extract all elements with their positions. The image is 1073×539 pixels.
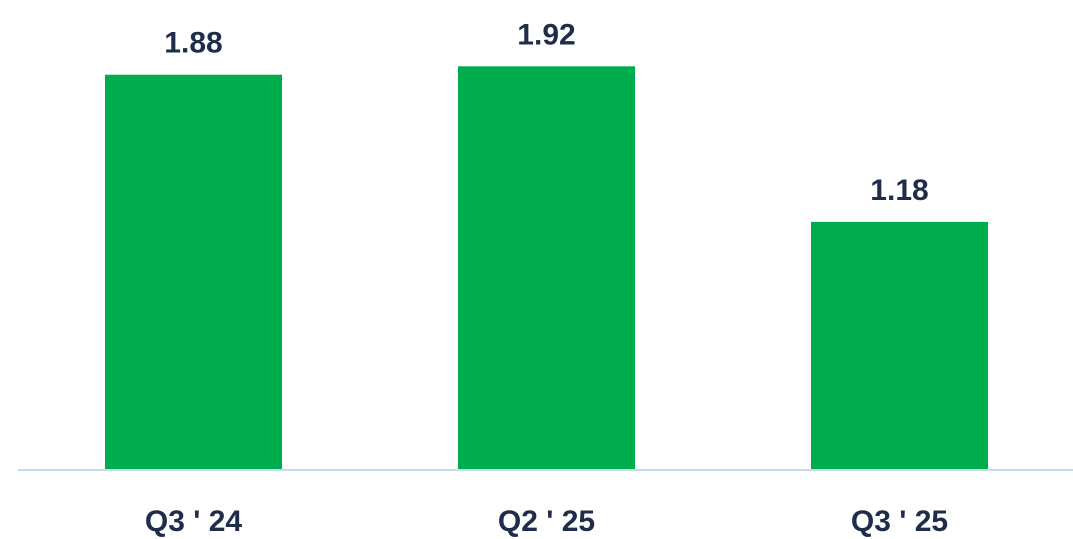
bars-group — [105, 66, 988, 471]
bar-value-label-1: 1.88 — [164, 27, 222, 60]
value-labels-group: 1.88 1.92 1.18 — [164, 18, 928, 207]
x-tick-label-2: Q2 ' 25 — [498, 505, 595, 538]
x-tick-label-1: Q3 ' 24 — [145, 505, 243, 538]
bar-3 — [811, 221, 988, 470]
bar-2 — [458, 66, 635, 471]
x-tick-labels-group: Q3 ' 24 Q2 ' 25 Q3 ' 25 — [145, 505, 948, 538]
x-tick-label-3: Q3 ' 25 — [851, 505, 948, 538]
bar-value-label-2: 1.92 — [517, 18, 575, 51]
bar-value-label-3: 1.18 — [870, 174, 928, 207]
bar-1 — [105, 74, 282, 470]
